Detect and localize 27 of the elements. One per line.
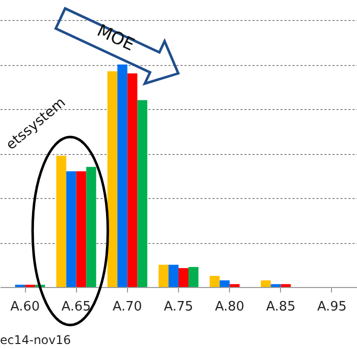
bar — [127, 73, 138, 287]
bar — [137, 100, 148, 287]
bar — [280, 284, 291, 287]
bar — [188, 266, 198, 287]
bar — [86, 166, 96, 287]
bar — [178, 268, 188, 287]
text: MOE — [94, 20, 138, 56]
text: ec14-nov16 — [0, 333, 71, 347]
x-tick-label: A.85 — [266, 300, 296, 314]
x-tick-label: A.95 — [317, 300, 347, 314]
bar — [117, 64, 128, 287]
bar — [158, 264, 169, 287]
x-tick-label: A.60 — [10, 300, 40, 314]
bar — [260, 280, 271, 287]
bar — [270, 284, 281, 287]
bar — [76, 171, 86, 287]
x-tick-label: A.65 — [62, 300, 91, 314]
bar — [168, 264, 178, 287]
x-tick-label: A.80 — [214, 300, 244, 314]
bar — [56, 156, 66, 287]
bar — [230, 284, 240, 287]
bar — [210, 276, 220, 287]
x-tick-label: A.70 — [112, 300, 142, 314]
bar — [220, 280, 230, 287]
bar — [107, 71, 118, 287]
x-tick-label: A.75 — [164, 300, 194, 314]
bar — [66, 171, 76, 287]
